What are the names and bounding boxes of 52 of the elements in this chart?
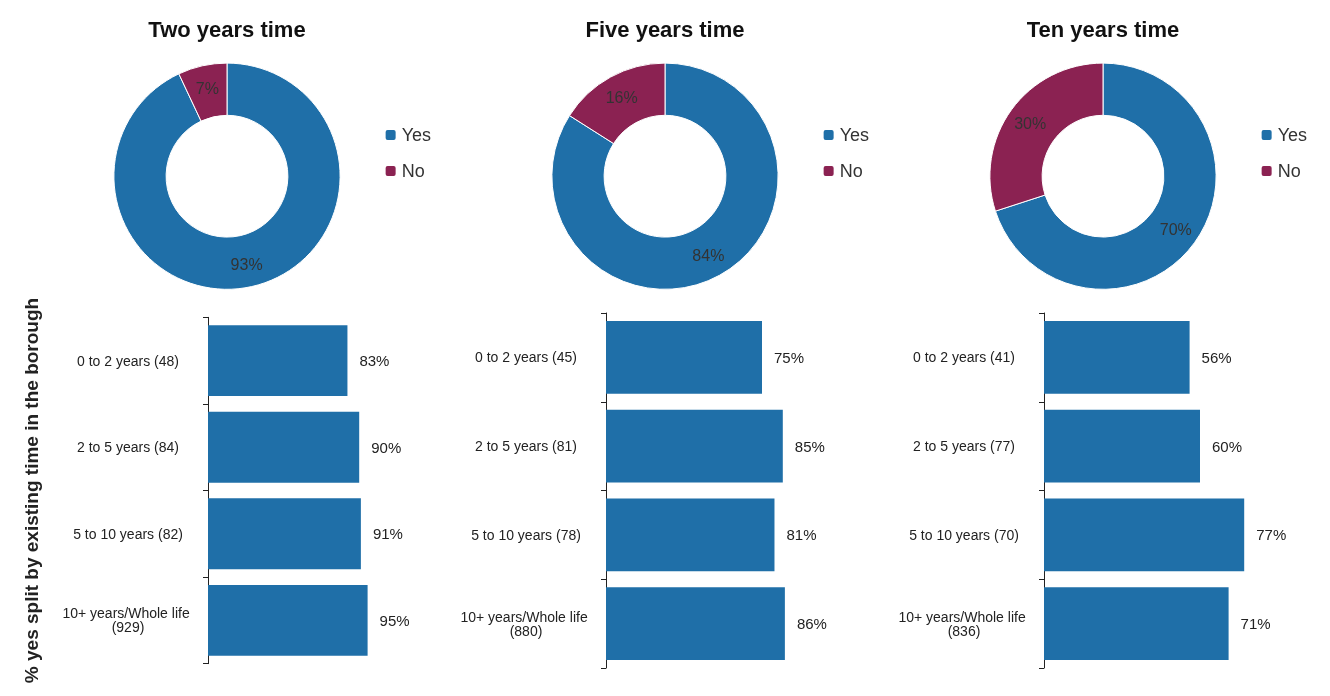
data-label: 7% <box>195 79 219 97</box>
data-label: 93% <box>230 255 263 273</box>
legend-label: Yes <box>839 125 870 145</box>
y-tick-label: 0 to 2 years (48) <box>77 352 179 369</box>
y-tick-label: 10+ years/Whole life (929) <box>62 605 194 636</box>
y-tick-label: 0 to 2 years (45) <box>475 349 577 366</box>
data-label: 75% <box>774 348 805 366</box>
data-label: 85% <box>794 437 825 455</box>
y-tick-label: 5 to 10 years (78) <box>471 526 581 543</box>
bar <box>1044 320 1190 394</box>
data-label: 71% <box>1240 615 1271 633</box>
y-tick-label: 5 to 10 years (70) <box>909 526 1019 543</box>
data-label: 60% <box>1212 437 1243 455</box>
data-label: 90% <box>371 438 402 456</box>
chart-title: Five years time <box>585 16 745 42</box>
data-label: 86% <box>796 615 827 633</box>
bar <box>1044 587 1229 661</box>
data-label: 81% <box>786 526 817 544</box>
data-label: 83% <box>359 352 390 370</box>
bar <box>208 584 368 656</box>
legend-label: No <box>839 161 863 181</box>
y-tick-label: 0 to 2 years (41) <box>913 349 1015 366</box>
legend-label: No <box>1277 161 1301 181</box>
data-label: 56% <box>1201 348 1232 366</box>
bar <box>208 498 361 570</box>
bar <box>606 587 785 661</box>
bar <box>208 325 348 397</box>
y-tick-label: 10+ years/Whole life (836) <box>898 608 1030 639</box>
y-tick-label: 10+ years/Whole life (880) <box>460 608 592 639</box>
bar <box>1044 409 1200 483</box>
data-label: 91% <box>372 525 403 543</box>
data-label: 95% <box>379 611 410 629</box>
bar <box>606 409 783 483</box>
bar <box>208 411 360 483</box>
data-label: 30% <box>1014 114 1047 132</box>
bar <box>606 320 762 394</box>
bar <box>606 498 775 572</box>
data-label: 70% <box>1159 220 1192 238</box>
legend-label: No <box>401 161 425 181</box>
y-tick-label: 2 to 5 years (84) <box>77 439 179 456</box>
y-tick-label: 5 to 10 years (82) <box>73 525 183 542</box>
data-label: 84% <box>692 246 725 264</box>
y-tick-label: 2 to 5 years (77) <box>913 438 1015 455</box>
y-tick-label: 2 to 5 years (81) <box>475 438 577 455</box>
chart-title: Two years time <box>148 16 306 42</box>
data-label: 77% <box>1256 526 1287 544</box>
data-label: 16% <box>605 88 638 106</box>
chart-title: Ten years time <box>1026 16 1180 42</box>
legend-label: Yes <box>401 125 432 145</box>
y-axis-title: % yes split by existing time in the borough <box>20 297 42 684</box>
legend-label: Yes <box>1277 125 1308 145</box>
bar <box>1044 498 1245 572</box>
